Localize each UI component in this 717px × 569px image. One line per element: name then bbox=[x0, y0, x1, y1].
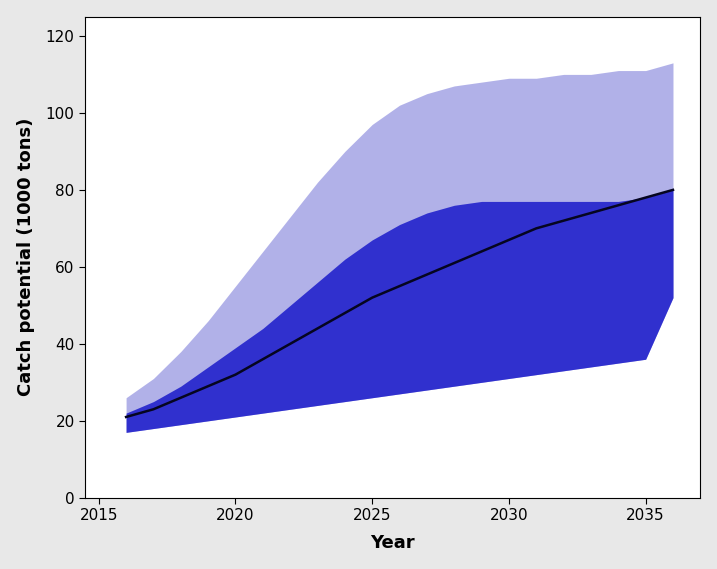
X-axis label: Year: Year bbox=[371, 534, 415, 552]
Y-axis label: Catch potential (1000 tons): Catch potential (1000 tons) bbox=[16, 118, 34, 397]
